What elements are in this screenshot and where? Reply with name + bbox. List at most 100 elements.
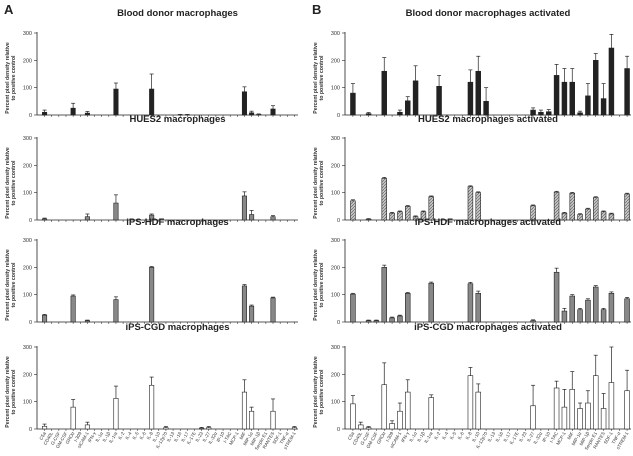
bar-MIF: [569, 192, 575, 221]
chart-b-4: iPS-CGD macrophages activated Percent pix…: [313, 322, 631, 451]
x-tick-label: C5a: [347, 431, 356, 441]
bar-sICAM-1: [397, 410, 403, 430]
x-tick-label: G-CSF: [359, 431, 371, 446]
bar-MIF: [241, 391, 247, 430]
bar-I-309: [389, 423, 395, 430]
bar-MIF: [569, 389, 575, 430]
y-axis-label-line2: to positive control: [319, 262, 325, 308]
bar-IL-8: [149, 88, 155, 116]
bar-GROα: [381, 267, 387, 323]
chart-b-3: iPS-HDF macrophages activated Percent pix…: [313, 217, 631, 326]
x-tick-label: GROα: [65, 431, 76, 445]
bar-I-309: [389, 212, 395, 221]
chart-b-2: HUES2 macrophages activated Percent pixel…: [313, 114, 631, 224]
x-tick-label: CD40L: [43, 431, 55, 446]
bar-GROα: [381, 70, 387, 116]
bar-GROα: [381, 178, 387, 221]
x-tick-label: IL-6: [457, 431, 466, 441]
bar-I-TAC: [553, 75, 560, 116]
bar-sICAM-1: [397, 111, 403, 116]
y-tick-label: 0: [29, 113, 32, 119]
x-tick-label: MCP-1: [555, 431, 567, 446]
x-tick-label: SDF-1: [272, 431, 283, 445]
bar-Serpin E1: [593, 286, 599, 323]
x-tick-label: IL-16: [495, 431, 505, 443]
bar-sICAM-1: [397, 315, 403, 323]
y-tick-label: 300: [331, 345, 340, 351]
x-tick-label: MIP-1α: [242, 431, 254, 447]
y-tick-label: 200: [331, 265, 340, 271]
y-axis-label-line1: Percent pixel density relative: [313, 249, 319, 321]
bar-sTREM-1: [291, 427, 297, 430]
bar-Serpin E1: [593, 375, 599, 430]
y-tick-label: 0: [337, 218, 340, 224]
y-tick-label: 100: [23, 293, 32, 299]
bar-MCP-1: [561, 212, 568, 221]
y-axis-label-line1: Percent pixel density relative: [5, 249, 11, 321]
bar-Serpin E1: [593, 60, 599, 116]
bar-C5a: [350, 403, 356, 430]
x-tick-label: I-309: [73, 431, 83, 443]
panel-b-label: B: [312, 2, 321, 17]
bar-IL-10: [475, 391, 481, 430]
y-axis-label-line1: Percent pixel density relative: [5, 356, 11, 428]
bar-IL-27: [530, 405, 536, 430]
y-tick-label: 100: [331, 293, 340, 299]
bar-RANTES: [270, 410, 276, 430]
bar-RANTES: [600, 98, 607, 116]
x-tick-label: IL-1α: [408, 431, 418, 443]
bar-RANTES: [600, 309, 607, 323]
y-axis-label-line2: to positive control: [11, 369, 17, 415]
y-tick-label: 100: [23, 191, 32, 197]
x-tick-label: IL-17: [180, 431, 190, 443]
bar-RANTES: [270, 216, 276, 221]
x-tick-label: IL-1α: [94, 431, 104, 443]
x-tick-label: IL-17E: [509, 431, 520, 445]
x-tick-label: IL-8: [464, 431, 473, 441]
bar-MIF: [241, 285, 247, 323]
y-axis-label-line1: Percent pixel density relative: [313, 147, 319, 219]
bar-I-TAC: [553, 191, 560, 221]
x-tick-label: I-TAC: [549, 430, 559, 443]
chart-title: iPS-CGD macrophages activated: [414, 322, 562, 333]
bar-IL-8: [149, 384, 155, 430]
bar-G-CSF: [365, 427, 372, 430]
bar-SDF-1: [608, 213, 615, 221]
bar-sICAM-1: [84, 320, 90, 323]
bar-IL-12p70: [483, 101, 489, 116]
x-tick-label: G-CSF: [50, 431, 62, 446]
x-tick-label: IL-2: [117, 431, 126, 441]
y-tick-label: 300: [331, 238, 340, 244]
y-axis-label-line2: to positive control: [319, 369, 325, 415]
bar-GROα: [381, 384, 387, 430]
bar-IL-8: [467, 81, 474, 116]
x-tick-label: IL-16: [173, 431, 183, 443]
bar-sTREM-1: [624, 68, 630, 116]
y-tick-label: 100: [23, 400, 32, 406]
x-tick-label: IL-2: [433, 431, 442, 441]
bar-GM-CSF: [373, 320, 380, 323]
y-tick-label: 200: [331, 58, 340, 64]
bar-sTREM-1: [624, 298, 630, 323]
x-tick-label: IL-13: [487, 431, 497, 443]
bar-IL-1ra: [428, 282, 434, 323]
bar-IL-27: [206, 427, 212, 430]
bar-RANTES: [270, 297, 276, 323]
bar-MIF: [241, 91, 247, 116]
bar-IL-12p70: [163, 427, 169, 430]
bar-G-CSF: [365, 218, 372, 221]
chart-b-1: Blood donor macrophages activated Percent…: [313, 8, 631, 119]
x-tick-label: IL-32α: [532, 431, 543, 445]
y-tick-label: 0: [29, 320, 32, 326]
bar-IFN-γ: [405, 206, 411, 221]
bar-IL-10: [475, 70, 481, 116]
x-tick-label: IL-1β: [416, 431, 426, 443]
x-tick-label: MIF: [239, 431, 247, 441]
bar-I-309: [389, 317, 395, 323]
bar-MIP-1α: [249, 112, 255, 116]
x-tick-label: IL-32α: [207, 431, 218, 445]
y-tick-label: 300: [23, 238, 32, 244]
bar-IL-8: [467, 186, 474, 221]
bar-MIF: [569, 81, 575, 116]
y-tick-label: 300: [23, 136, 32, 142]
